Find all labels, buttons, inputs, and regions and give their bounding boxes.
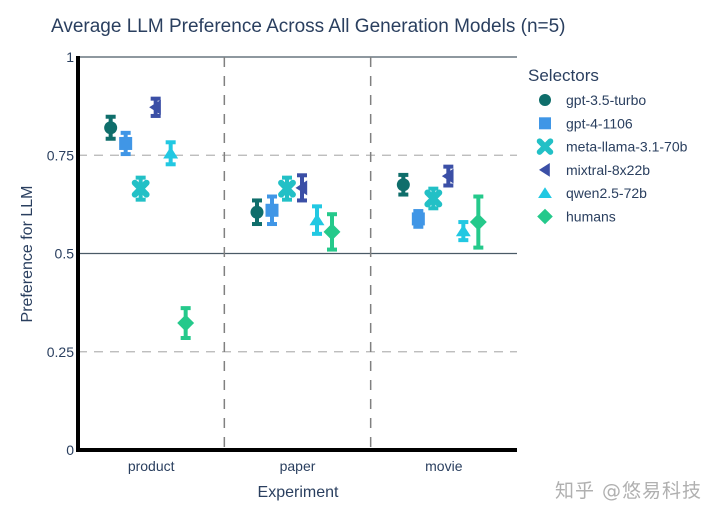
marker-x <box>278 179 296 198</box>
marker-diamond <box>537 208 553 225</box>
marker-triangle-up <box>455 224 471 237</box>
data-points <box>104 96 487 340</box>
marker-square <box>119 136 133 150</box>
marker-diamond <box>177 314 195 332</box>
legend-item: humans <box>537 209 616 225</box>
marker-circle <box>539 94 551 106</box>
marker-triangle-left <box>539 163 550 177</box>
marker-circle <box>104 121 118 135</box>
legend-label: mixtral-8x22b <box>566 162 650 178</box>
legend-label: humans <box>566 209 616 225</box>
y-tick-label: 0.75 <box>47 147 74 163</box>
data-point <box>177 306 195 340</box>
data-point <box>295 173 308 203</box>
marker-triangle-up <box>163 146 179 159</box>
marker-triangle-left <box>441 168 454 184</box>
category-dividers <box>223 57 372 450</box>
marker-diamond <box>323 223 341 241</box>
y-ticks: 0 0.25 0.5 0.75 1 <box>47 49 74 458</box>
data-point <box>104 114 118 141</box>
data-point <box>424 186 443 211</box>
marker-x <box>536 138 554 155</box>
legend-label: gpt-3.5-turbo <box>566 92 646 108</box>
marker-triangle-up <box>538 187 552 198</box>
x-tick-label: product <box>128 458 175 474</box>
legend-item: mixtral-8x22b <box>539 162 650 178</box>
legend-label: gpt-4-1106 <box>566 115 633 131</box>
y-tick-label: 0 <box>66 442 74 458</box>
data-point <box>265 194 279 227</box>
data-point <box>119 130 133 157</box>
marker-square <box>265 203 279 217</box>
data-point <box>455 220 471 243</box>
data-point <box>163 140 179 167</box>
data-point <box>323 212 341 252</box>
data-point <box>469 194 487 250</box>
axes <box>76 56 517 452</box>
y-axis-label: Preference for LLM <box>19 186 36 323</box>
watermark: 知乎 @悠易科技 <box>554 480 702 502</box>
grid <box>78 56 517 353</box>
marker-triangle-left <box>149 99 161 115</box>
data-point <box>278 175 296 202</box>
chart-title: Average LLM Preference Across All Genera… <box>51 16 566 37</box>
marker-x <box>424 189 443 208</box>
marker-square <box>411 212 425 226</box>
legend-label: qwen2.5-72b <box>566 185 647 201</box>
data-point <box>309 204 325 236</box>
legend-item: gpt-4-1106 <box>539 115 633 131</box>
x-axis-label: Experiment <box>258 484 339 501</box>
legend-item: meta-llama-3.1-70b <box>536 138 688 155</box>
marker-x <box>131 179 150 198</box>
data-point <box>441 164 454 188</box>
y-tick-label: 0.5 <box>55 246 75 262</box>
x-tick-label: movie <box>425 458 463 474</box>
marker-circle <box>396 178 410 192</box>
legend: Selectors gpt-3.5-turbo gpt-4-1106 meta-ll… <box>528 66 688 225</box>
x-tick-label: paper <box>280 458 316 474</box>
marker-diamond <box>469 213 487 231</box>
marker-circle <box>250 205 264 219</box>
y-tick-label: 0.25 <box>47 344 74 360</box>
data-point <box>250 198 264 227</box>
legend-item: gpt-3.5-turbo <box>539 92 646 108</box>
marker-square <box>539 117 551 130</box>
data-point <box>149 96 161 118</box>
y-tick-label: 1 <box>66 49 74 65</box>
legend-title: Selectors <box>528 66 599 85</box>
data-point <box>411 209 425 229</box>
marker-triangle-left <box>295 180 308 196</box>
data-point <box>131 175 150 202</box>
marker-triangle-up <box>309 213 325 226</box>
legend-item: qwen2.5-72b <box>538 185 647 201</box>
legend-label: meta-llama-3.1-70b <box>566 139 688 155</box>
x-ticks: product paper movie <box>128 458 463 474</box>
data-point <box>396 172 410 197</box>
